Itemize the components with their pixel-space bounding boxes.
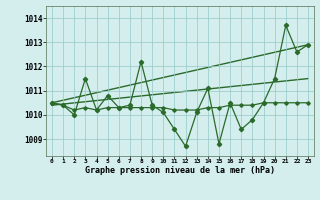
X-axis label: Graphe pression niveau de la mer (hPa): Graphe pression niveau de la mer (hPa) xyxy=(85,166,275,175)
